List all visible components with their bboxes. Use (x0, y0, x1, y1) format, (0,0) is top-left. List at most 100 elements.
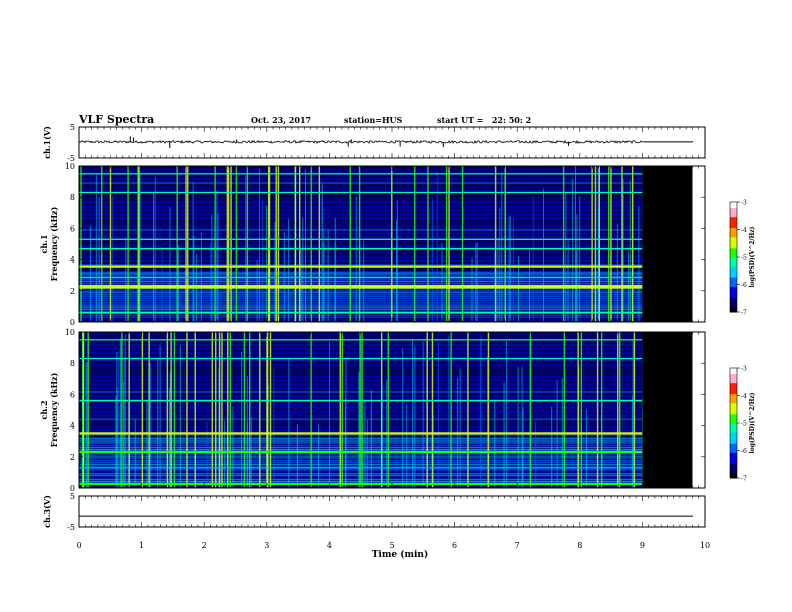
ch1-spectrogram-sferic (214, 166, 216, 322)
ch1-spectrogram-noise-band (79, 294, 643, 296)
ch1-spectrogram-sferic (358, 166, 361, 322)
ch1-spectrogram-noise-band (79, 275, 643, 277)
ch2-spectrogram-colorbar-cell (730, 421, 737, 424)
ch2-spectrogram-sferic (310, 332, 312, 488)
ch1-spectrogram-colorbar-cell (730, 260, 737, 263)
ch1-spectrogram-sferic (176, 166, 178, 322)
ch1-spectrogram-sferic (638, 206, 640, 322)
x-tick-label: 8 (577, 541, 582, 550)
ch1-spectrogram-noise-band (79, 232, 643, 235)
ch1-spectrogram-sferic (445, 166, 448, 322)
ch2-spectrogram-sferic (224, 420, 226, 488)
ch2-spectrogram-colorbar-cell (730, 434, 737, 437)
x-tick-label: 6 (452, 541, 457, 550)
ch2-spectrogram-sferic (232, 407, 234, 488)
ch1-spectrogram-colorbar-cell (730, 293, 737, 296)
ch1-spectrogram-sferic (494, 166, 497, 322)
ch1-spectrogram-colorbar-cell (730, 235, 737, 238)
ch3-voltage-ytick-label: -5 (67, 523, 75, 532)
ch1-spectrogram-noise-band (79, 197, 643, 200)
x-tick-label: 4 (327, 541, 332, 550)
ch2-spectrogram-ylabel: ch.2 (39, 400, 49, 419)
ch1-spectrogram-sferic (629, 180, 631, 322)
ch1-spectrogram-sferic (200, 232, 202, 322)
ch1-spectrogram-colorbar-cell (730, 269, 737, 273)
ch1-spectrogram-colorbar-cell (730, 203, 737, 207)
ch2-spectrogram-sferic (632, 339, 634, 488)
ch2-spectrogram-colorbar-cell (730, 369, 737, 373)
ch1-spectrogram-emission-line (79, 173, 643, 175)
ch1-spectrogram-sferic (288, 218, 290, 322)
ch1-spectrogram-noise-band (79, 290, 643, 292)
ch1-spectrogram-sferic (395, 219, 397, 322)
ch3-voltage-ytick-label: 5 (70, 492, 75, 501)
ch2-spectrogram-sferic (121, 332, 123, 488)
ch2-spectrogram-colorbar-cell (730, 384, 737, 387)
ch2-spectrogram-colorbar-cell (730, 390, 737, 393)
ch1-spectrogram-sferic (227, 166, 230, 322)
figure-title: VLF Spectra (78, 113, 154, 126)
ch1-spectrogram-sferic (543, 188, 544, 322)
ch1-spectrogram-colorbar-cell (730, 211, 737, 214)
ch2-spectrogram-sferic (402, 348, 404, 488)
ch1-colorbar: -3 -4 -5 -6 -7 log(PSD)(V^2/Hz) (729, 200, 756, 317)
ch2-spectrogram-sferic (169, 371, 171, 488)
ch2-spectrogram-ylabel: Frequency (kHz) (49, 372, 59, 447)
ch2-spectrogram-sferic (218, 332, 221, 488)
ch1-spectrogram-sferic (501, 173, 503, 322)
ch1-spectrogram-sferic (349, 166, 351, 322)
ch1-spectrogram-noise-band (79, 260, 643, 263)
ch1-spectrogram-sferic (327, 229, 329, 322)
ch1-spectrogram-noise-band (79, 213, 643, 216)
ch1-spectrogram-sferic (567, 240, 569, 322)
ch1-spectrogram-ytick-label: 4 (70, 256, 75, 265)
ch1-spectrogram-sferic (575, 166, 577, 322)
ch2-spectrogram-sferic (166, 332, 169, 488)
ch1-spectrogram-colorbar-cell (730, 279, 737, 282)
ch1-spectrogram-colorbar-cell (730, 258, 737, 262)
ch1-spectrogram-colorbar-cell (730, 224, 737, 227)
ch1-spectrogram-noise-band (79, 263, 643, 266)
ch1-spectrogram-ytick-label: 2 (70, 287, 75, 296)
ch1-spectrogram-noise-band (79, 178, 643, 181)
ch2-spectrogram-colorbar-cell (730, 391, 737, 395)
ch2-spectrogram-colorbar-cell (730, 465, 737, 468)
ch2-spectrogram-colorbar-cell (730, 368, 737, 371)
ch1-spectrogram-colorbar-cell (730, 213, 737, 216)
ch2-spectrogram-ytick-label: 2 (70, 453, 75, 462)
ch1-spectrogram-ylabel: Frequency (kHz) (49, 206, 59, 281)
ch1-spectrogram-sferic (504, 166, 506, 322)
ch1-spectrogram-colorbar-cell (730, 308, 737, 311)
ch1-spectrogram-sferic (268, 166, 271, 322)
ch2-spectrogram-sferic (577, 332, 579, 488)
ch2-spectrogram-colorbar-cell (730, 406, 737, 409)
ch1-spectrogram-sferic (565, 193, 567, 322)
ch1-spectrogram-colorbar-tick-label: -7 (741, 310, 747, 317)
ch2-spectrogram-colorbar-cell (730, 380, 737, 384)
ch2-spectrogram-sferic (115, 395, 117, 488)
ch2-spectrogram-colorbar-cell (730, 445, 737, 448)
ch2-spectrogram-colorbar-cell (730, 457, 737, 461)
ch1-spectrogram-sferic (109, 166, 112, 322)
ch2-spectrogram-colorbar-cell (730, 402, 737, 406)
ch2-spectrogram-sferic (211, 332, 214, 488)
ch1-spectrogram-sferic (461, 166, 464, 322)
ch1-spectrogram-sferic (193, 236, 195, 322)
ch1-spectrogram-emission-line (79, 238, 643, 240)
ch2-spectrogram-colorbar-cell (730, 412, 737, 415)
ch1-spectrogram-colorbar-cell (730, 295, 737, 298)
ch1-spectrogram-sferic (518, 256, 520, 322)
ch2-spectrogram-sferic (81, 332, 84, 488)
ch2-spectrogram-colorbar-cell (730, 452, 737, 455)
ch1-spectrogram-colorbar-cell (730, 297, 737, 300)
ch1-spectrogram-noise-band (79, 279, 643, 282)
ch2-spectrogram-sferic (179, 345, 181, 488)
x-tick-label: 1 (139, 541, 144, 550)
ch1-spectrogram-colorbar-cell (730, 205, 737, 208)
ch1-spectrogram-sferic (321, 184, 323, 322)
ch1-spectrogram-sferic (621, 166, 623, 322)
ch2-spectrogram-sferic (134, 419, 136, 488)
ch2-spectrogram-ytick-label: 4 (70, 422, 75, 431)
ch1-spectrogram-emission-line (79, 311, 643, 314)
ch2-spectrogram-sferic (617, 332, 619, 488)
